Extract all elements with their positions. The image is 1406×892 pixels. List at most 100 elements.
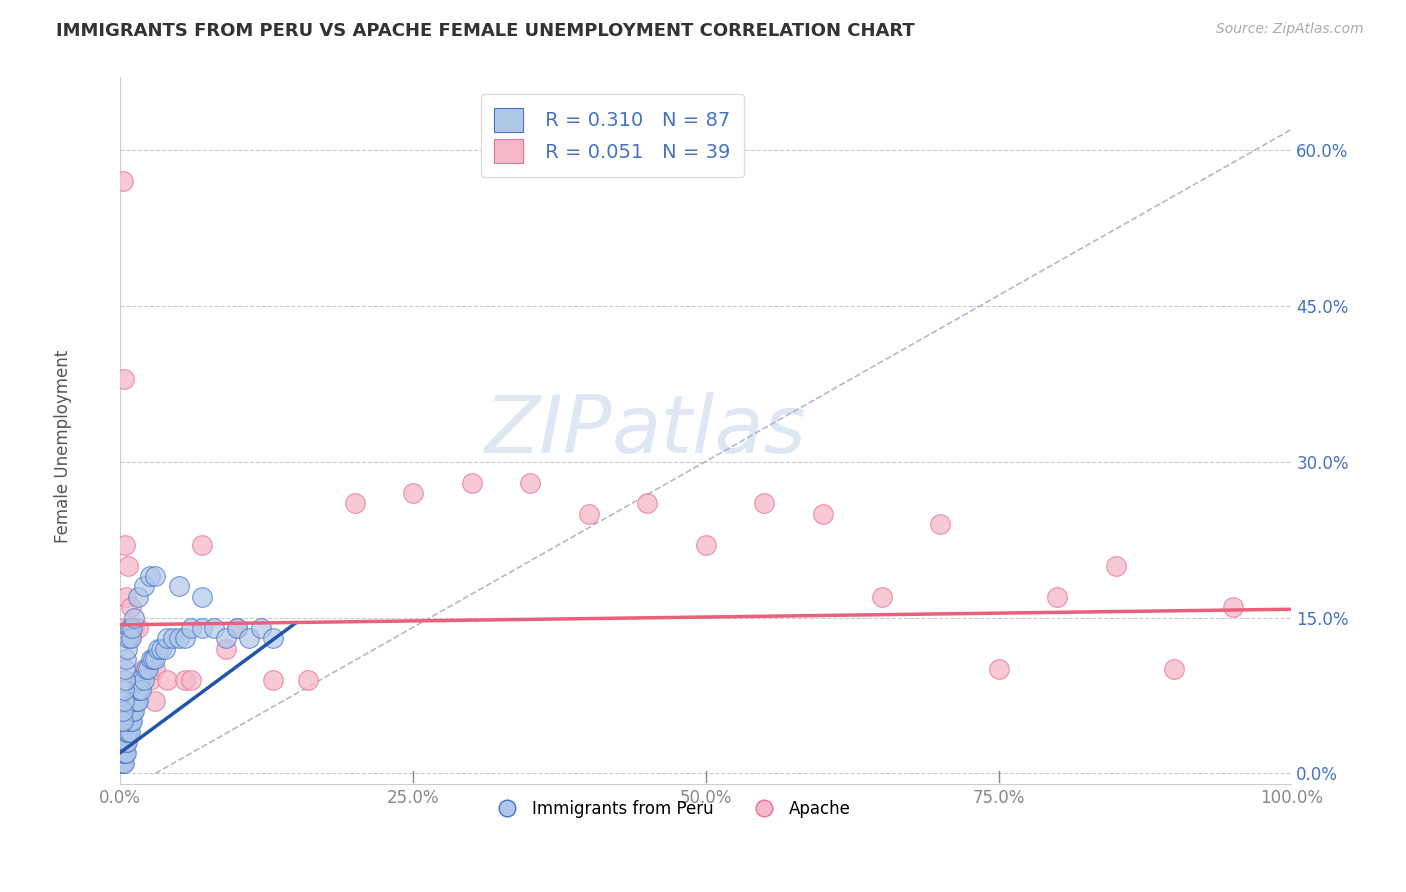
Point: [111, 704, 134, 718]
Point: [297, 673, 319, 687]
Text: atlas: atlas: [612, 392, 807, 469]
Point: [112, 746, 135, 760]
Point: [111, 735, 134, 749]
Point: [1222, 600, 1244, 615]
Point: [112, 735, 135, 749]
Point: [402, 486, 425, 500]
Point: [112, 621, 135, 635]
Point: [122, 704, 145, 718]
Point: [129, 673, 152, 687]
Point: [114, 714, 136, 729]
Point: [120, 600, 142, 615]
Point: [262, 632, 284, 646]
Point: [115, 714, 138, 729]
Point: [124, 610, 146, 624]
Point: [146, 641, 169, 656]
Point: [115, 652, 138, 666]
Point: [115, 735, 138, 749]
Point: [117, 735, 139, 749]
Point: [120, 714, 142, 729]
Point: [636, 496, 658, 510]
Point: [127, 621, 149, 635]
Point: [180, 621, 202, 635]
Point: [754, 496, 776, 510]
Point: [135, 663, 157, 677]
Point: [142, 652, 165, 666]
Point: [128, 683, 150, 698]
Text: Female Unemployment: Female Unemployment: [55, 350, 72, 542]
Point: [110, 724, 132, 739]
Legend: Immigrants from Peru, Apache: Immigrants from Peru, Apache: [484, 794, 858, 825]
Point: [215, 641, 238, 656]
Point: [1046, 590, 1069, 604]
Point: [111, 756, 134, 770]
Point: [110, 756, 132, 770]
Point: [156, 673, 179, 687]
Point: [111, 746, 134, 760]
Point: [115, 724, 138, 739]
Point: [118, 724, 141, 739]
Point: [117, 632, 139, 646]
Point: [145, 652, 167, 666]
Point: [117, 714, 139, 729]
Point: [115, 746, 138, 760]
Point: [111, 724, 134, 739]
Point: [262, 673, 284, 687]
Point: [127, 590, 149, 604]
Point: [111, 714, 134, 729]
Point: [117, 714, 139, 729]
Point: [117, 641, 139, 656]
Point: [131, 683, 153, 698]
Point: [226, 621, 249, 635]
Point: [180, 673, 202, 687]
Point: [153, 641, 176, 656]
Point: [110, 735, 132, 749]
Point: [127, 673, 149, 687]
Text: IMMIGRANTS FROM PERU VS APACHE FEMALE UNEMPLOYMENT CORRELATION CHART: IMMIGRANTS FROM PERU VS APACHE FEMALE UN…: [56, 22, 915, 40]
Point: [215, 632, 238, 646]
Point: [114, 663, 136, 677]
Point: [112, 724, 135, 739]
Point: [127, 683, 149, 698]
Point: [811, 507, 834, 521]
Point: [578, 507, 600, 521]
Point: [121, 704, 143, 718]
Point: [110, 746, 132, 760]
Point: [167, 579, 190, 593]
Point: [112, 683, 135, 698]
Point: [226, 621, 249, 635]
Point: [117, 724, 139, 739]
Point: [138, 569, 160, 583]
Point: [114, 724, 136, 739]
Point: [125, 693, 148, 707]
Point: [202, 621, 225, 635]
Point: [112, 714, 135, 729]
Point: [173, 673, 195, 687]
Point: [124, 693, 146, 707]
Point: [117, 558, 139, 573]
Point: [145, 693, 167, 707]
Point: [118, 621, 141, 635]
Point: [112, 371, 135, 385]
Point: [132, 663, 155, 677]
Point: [117, 724, 139, 739]
Point: [124, 693, 146, 707]
Point: [191, 538, 214, 552]
Point: [115, 590, 138, 604]
Point: [1163, 663, 1185, 677]
Point: [110, 704, 132, 718]
Point: [173, 632, 195, 646]
Point: [929, 517, 952, 532]
Point: [111, 174, 134, 188]
Point: [150, 641, 173, 656]
Point: [167, 632, 190, 646]
Point: [987, 663, 1010, 677]
Point: [460, 475, 482, 490]
Point: [156, 632, 179, 646]
Point: [162, 632, 184, 646]
Point: [238, 632, 260, 646]
Point: [124, 621, 146, 635]
Point: [124, 704, 146, 718]
Point: [112, 756, 135, 770]
Point: [127, 693, 149, 707]
